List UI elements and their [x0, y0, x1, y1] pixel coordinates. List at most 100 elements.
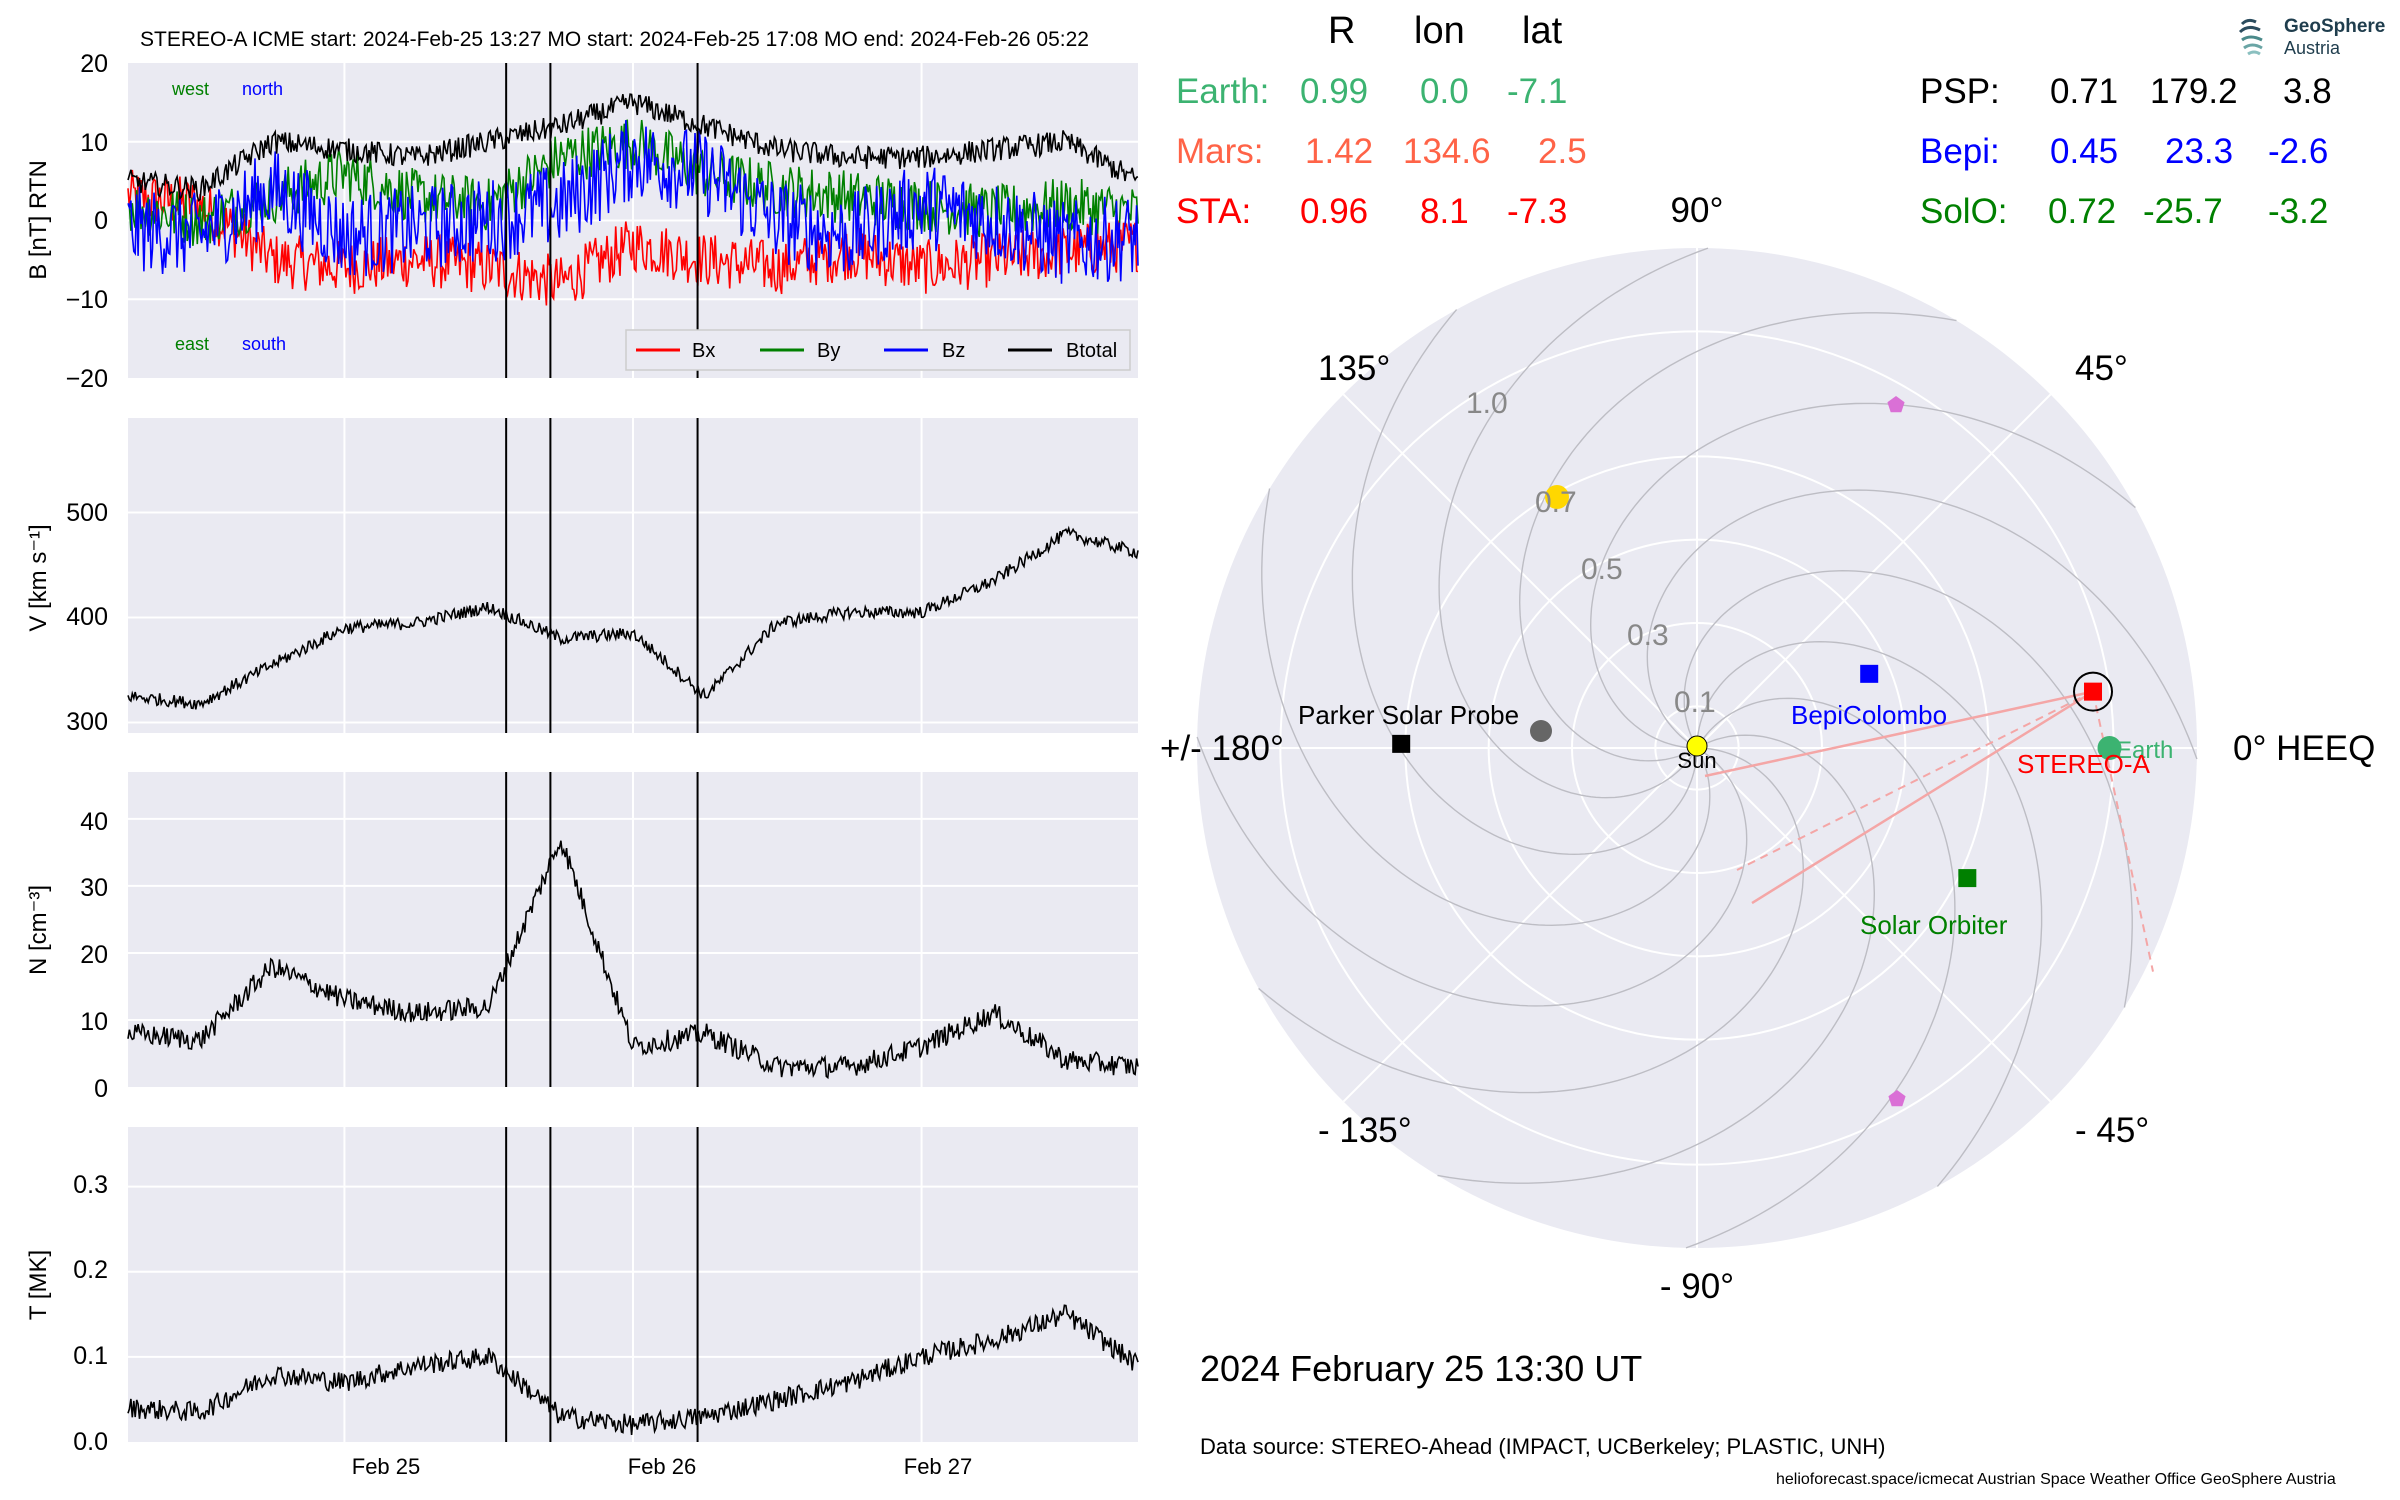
ytick-n-0: 0	[94, 1075, 108, 1103]
series-line-n	[127, 840, 1139, 1080]
ytick-b-20: 20	[80, 50, 108, 78]
row-psp-r: 0.71	[2050, 72, 2119, 111]
parker-spiral	[1261, 488, 1711, 927]
ytick-b-m20: −20	[66, 365, 108, 393]
logo-text-line2: Austria	[2284, 38, 2341, 58]
bepicolombo-marker	[1860, 664, 1879, 683]
ytick-t-02: 0.2	[73, 1256, 108, 1284]
row-sta-lat: -7.3	[1507, 192, 1568, 231]
parker-spiral	[1589, 402, 2136, 749]
table-header-r: R	[1328, 10, 1356, 52]
ytick-n-20: 20	[80, 941, 108, 969]
ytick-b-0: 0	[94, 207, 108, 235]
xtick-feb27: Feb 27	[904, 1454, 973, 1479]
xtick-feb25: Feb 25	[352, 1454, 421, 1479]
label-stereo-a: STEREO-A	[2017, 749, 2151, 779]
row-sta-name: STA:	[1176, 192, 1252, 231]
series-line-t	[127, 1304, 1139, 1435]
row-bepi-r: 0.45	[2050, 132, 2119, 171]
ylabel-v: V [km s⁻¹]	[25, 524, 52, 631]
pentagon-marker-lower	[1888, 1090, 1906, 1107]
row-mars-r: 1.42	[1305, 132, 1374, 171]
parker-solar-probe-marker	[1392, 734, 1411, 753]
ytick-b-10: 10	[80, 129, 108, 157]
sun-marker	[1686, 735, 1708, 757]
panel-density	[127, 772, 1139, 1087]
solar-orbiter-marker	[1958, 869, 1977, 888]
logo-mark-icon	[2238, 18, 2263, 56]
ytick-t-01: 0.1	[73, 1342, 108, 1370]
parker-spiral	[1351, 309, 1698, 856]
b-legend: Bx By Bz Btotal	[625, 329, 1131, 371]
stereo-a-marker	[2084, 682, 2103, 701]
theta-label-180: +/- 180°	[1160, 729, 1284, 768]
venus-marker	[1545, 485, 1569, 509]
row-bepi-lat: -2.6	[2268, 132, 2329, 171]
annotation-east: east	[175, 334, 209, 354]
plot-title: STEREO-A ICME start: 2024-Feb-25 13:27 M…	[140, 28, 1089, 51]
legend-btotal-label: Btotal	[1066, 340, 1117, 362]
series-line-bx	[127, 169, 1139, 306]
row-psp-lat: 3.8	[2283, 72, 2332, 111]
row-earth-r: 0.99	[1300, 72, 1369, 111]
parker-spiral	[1438, 247, 1709, 799]
connection-line-solid	[1751, 690, 2094, 905]
polar-spoke	[1342, 393, 1698, 749]
parker-spiral	[1696, 640, 2043, 1187]
ytick-v-300: 300	[66, 708, 108, 736]
polar-spoke	[1696, 393, 2052, 749]
row-solo-lat: -3.2	[2268, 192, 2329, 231]
annotation-west: west	[171, 79, 209, 99]
mercury-marker	[1530, 720, 1552, 742]
row-earth-lat: -7.1	[1507, 72, 1568, 111]
polar-plot	[1196, 247, 2198, 1249]
label-sun: Sun	[1677, 748, 1716, 773]
panel-temperature	[127, 1127, 1139, 1442]
parker-spiral	[1258, 747, 1805, 1094]
parker-spiral	[1646, 489, 2198, 760]
ytick-n-10: 10	[80, 1008, 108, 1036]
row-solo-lon: -25.7	[2143, 192, 2223, 231]
rlabel-1-0: 1.0	[1466, 387, 1508, 420]
ylabel-b: B [nT] RTN	[25, 160, 52, 280]
table-header-lon: lon	[1414, 10, 1465, 52]
panel-speed	[127, 418, 1139, 733]
ytick-b-m10: −10	[66, 286, 108, 314]
connection-line-solid	[1704, 690, 2094, 778]
row-psp-name: PSP:	[1920, 72, 2000, 111]
xtick-feb26: Feb 26	[628, 1454, 697, 1479]
logo-text-line1: GeoSphere	[2284, 16, 2386, 37]
legend-bx-label: Bx	[692, 340, 715, 362]
label-earth: Earth	[2116, 737, 2173, 764]
series-line-btotal	[127, 93, 1139, 202]
rlabel-0-3: 0.3	[1627, 619, 1669, 652]
theta-label-0: 0° HEEQ	[2233, 729, 2375, 768]
row-solo-name: SolO:	[1920, 192, 2008, 231]
connection-line-dashed	[1736, 690, 2094, 871]
row-mars-name: Mars:	[1176, 132, 1264, 171]
legend-bz-label: Bz	[942, 340, 965, 362]
theta-label-m45: - 45°	[2075, 1111, 2149, 1150]
ytick-n-30: 30	[80, 874, 108, 902]
rlabel-0-1: 0.1	[1674, 686, 1716, 719]
parker-spiral	[1437, 734, 1876, 1184]
row-sta-lon: 8.1	[1420, 192, 1469, 231]
annotation-north: north	[242, 79, 283, 99]
parker-spiral	[1683, 569, 2133, 1008]
table-header-lat: lat	[1522, 10, 1563, 52]
earth-marker	[2097, 736, 2122, 760]
theta-label-m90: - 90°	[1660, 1267, 1734, 1306]
credits-label: helioforecast.space/icmecat Austrian Spa…	[1776, 1471, 2336, 1488]
rlabel-0-7: 0.7	[1535, 486, 1577, 519]
row-bepi-name: Bepi:	[1920, 132, 2000, 171]
row-sta-r: 0.96	[1300, 192, 1369, 231]
parker-spiral	[1196, 736, 1748, 1007]
ytick-t-03: 0.3	[73, 1171, 108, 1199]
polar-spoke	[1696, 747, 2052, 1103]
legend-by-label: By	[817, 340, 840, 362]
row-mars-lat: 2.5	[1538, 132, 1587, 171]
ytick-n-40: 40	[80, 808, 108, 836]
row-mars-lon: 134.6	[1403, 132, 1491, 171]
polar-spoke	[1342, 747, 1698, 1103]
